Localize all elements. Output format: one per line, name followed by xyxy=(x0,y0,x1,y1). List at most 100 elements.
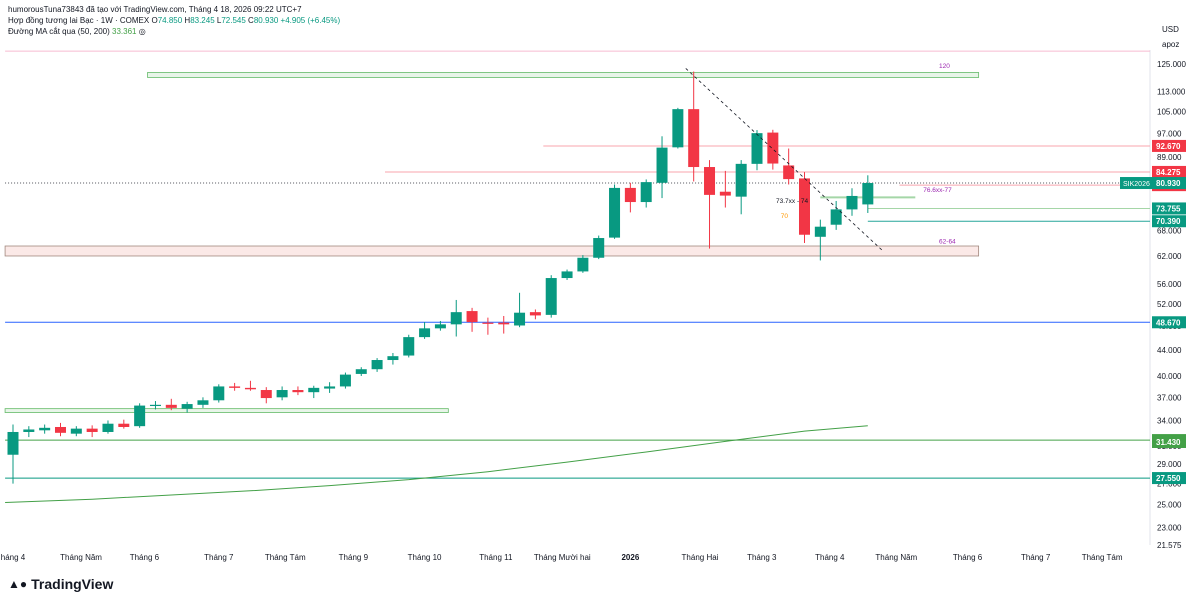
user-label: apoz xyxy=(1162,40,1180,49)
candle-body xyxy=(751,133,763,164)
candle-body xyxy=(276,390,288,398)
candle-body xyxy=(529,312,541,316)
open-label: O xyxy=(151,16,158,25)
currency-label[interactable]: USD xyxy=(1162,25,1179,34)
y-tick-label: 125.000 xyxy=(1157,60,1186,69)
low-value: 72.545 xyxy=(221,16,246,25)
y-tick-label: 113.000 xyxy=(1157,88,1186,97)
x-tick-label: Tháng 6 xyxy=(130,553,160,562)
candle-body xyxy=(54,426,66,433)
y-tick-label: 23.000 xyxy=(1157,523,1182,532)
candle-body xyxy=(735,163,747,197)
candle-body xyxy=(434,324,446,329)
price-tag-4-bg xyxy=(1152,215,1186,228)
x-tick-label: Tháng Tám xyxy=(265,553,306,562)
candle-body xyxy=(545,278,557,315)
y-tick-label: 89.000 xyxy=(1157,153,1182,162)
candle-body xyxy=(149,404,161,407)
symbol-name[interactable]: Hợp đồng tương lai Bạc · 1W · COMEX xyxy=(8,16,150,25)
candle-body xyxy=(324,386,336,389)
candle-body xyxy=(339,374,351,387)
candle-body xyxy=(86,428,98,432)
price-tag-5: 48.670 xyxy=(1156,318,1181,327)
ma-value: 33.361 xyxy=(112,27,137,36)
current-price-tag-bg xyxy=(1152,177,1186,190)
ma-line xyxy=(5,425,868,503)
candle-body xyxy=(292,390,304,393)
eye-icon[interactable]: ◎ xyxy=(138,27,146,36)
x-tick-label: Tháng Mười hai xyxy=(534,553,591,562)
y-tick-label: 68.000 xyxy=(1157,227,1182,236)
close-value: 80.930 xyxy=(253,16,279,25)
x-tick-label: Tháng Năm xyxy=(60,553,102,562)
price-tag-3: 73.755 xyxy=(1156,204,1181,213)
candle-body xyxy=(102,423,114,432)
zone-62-64 xyxy=(4,245,980,257)
candle-body xyxy=(371,360,383,370)
price-tag-0: 92.670 xyxy=(1156,142,1181,151)
close-label: C xyxy=(248,16,254,25)
tradingview-logo-icon: ▲● xyxy=(8,577,28,591)
candle-body xyxy=(577,257,589,272)
candle-body xyxy=(688,109,700,168)
candle-body xyxy=(783,165,795,180)
y-tick-label: 56.000 xyxy=(1157,280,1182,289)
price-tag-5-bg xyxy=(1152,316,1186,329)
candle-body xyxy=(482,322,494,324)
candle-body xyxy=(466,311,478,323)
candle-body xyxy=(181,404,193,409)
annotation-label: 76.6xx-77 xyxy=(923,187,952,194)
candle-body xyxy=(229,386,241,388)
candle-body xyxy=(39,427,51,431)
price-tag-0-bg xyxy=(1152,139,1186,152)
zone-34 xyxy=(4,408,449,413)
price-tag-7-bg xyxy=(1152,472,1186,485)
y-tick-label: 37.000 xyxy=(1157,393,1182,402)
candle-body xyxy=(830,209,842,225)
published-note: humorousTuna73843 đã tạo với TradingView… xyxy=(8,5,302,14)
ma-price-tag-bg xyxy=(1152,435,1186,448)
price-tag-7: 27.550 xyxy=(1156,474,1181,483)
open-value: 74.850 xyxy=(157,16,183,25)
high-label: H xyxy=(184,16,191,25)
annotation-label: 73.7xx - 74 xyxy=(776,198,809,205)
symbol-tag-bg xyxy=(1120,177,1152,190)
y-tick-label: 40.000 xyxy=(1157,372,1182,381)
x-tick-label: Tháng Hai xyxy=(682,553,719,562)
zone-top xyxy=(147,72,980,78)
candle-body xyxy=(609,187,621,238)
ma-label[interactable]: Đường MA cắt qua (50, 200) xyxy=(8,27,110,36)
candle-body xyxy=(814,226,826,237)
candle-body xyxy=(656,147,668,183)
low-label: L xyxy=(216,16,222,25)
change-value: +4.905 (+6.45%) xyxy=(280,16,341,25)
candle-body xyxy=(134,405,146,427)
candle-body xyxy=(244,387,256,390)
logo-text: TradingView xyxy=(31,576,114,592)
candle-body xyxy=(70,428,82,434)
price-tag-1-bg xyxy=(1152,165,1186,178)
high-value: 83.245 xyxy=(190,16,215,25)
x-tick-label: Tháng Tám xyxy=(1082,553,1123,562)
x-tick-label: Tháng 9 xyxy=(339,553,369,562)
annotation-label: 70 xyxy=(781,213,789,220)
x-tick-label: Tháng 7 xyxy=(1021,553,1051,562)
y-tick-label: 44.000 xyxy=(1157,346,1182,355)
x-tick-label: Tháng 6 xyxy=(953,553,983,562)
tradingview-logo[interactable]: ▲● TradingView xyxy=(8,576,113,592)
candle-body xyxy=(403,337,415,356)
y-tick-label: 97.000 xyxy=(1157,129,1182,138)
candle-body xyxy=(213,386,225,401)
x-tick-label: Tháng 11 xyxy=(479,553,513,562)
y-tick-label: 29.000 xyxy=(1157,460,1182,469)
candle-body xyxy=(23,429,35,432)
candle-body xyxy=(862,183,874,205)
y-tick-label: 105.000 xyxy=(1157,108,1186,117)
annotation-label: 62-64 xyxy=(939,238,956,245)
candle-body xyxy=(450,312,462,325)
annotation-label: 120 xyxy=(939,63,950,70)
candle-body xyxy=(498,322,510,325)
x-tick-label: 2026 xyxy=(621,553,639,562)
candle-body xyxy=(355,369,367,374)
